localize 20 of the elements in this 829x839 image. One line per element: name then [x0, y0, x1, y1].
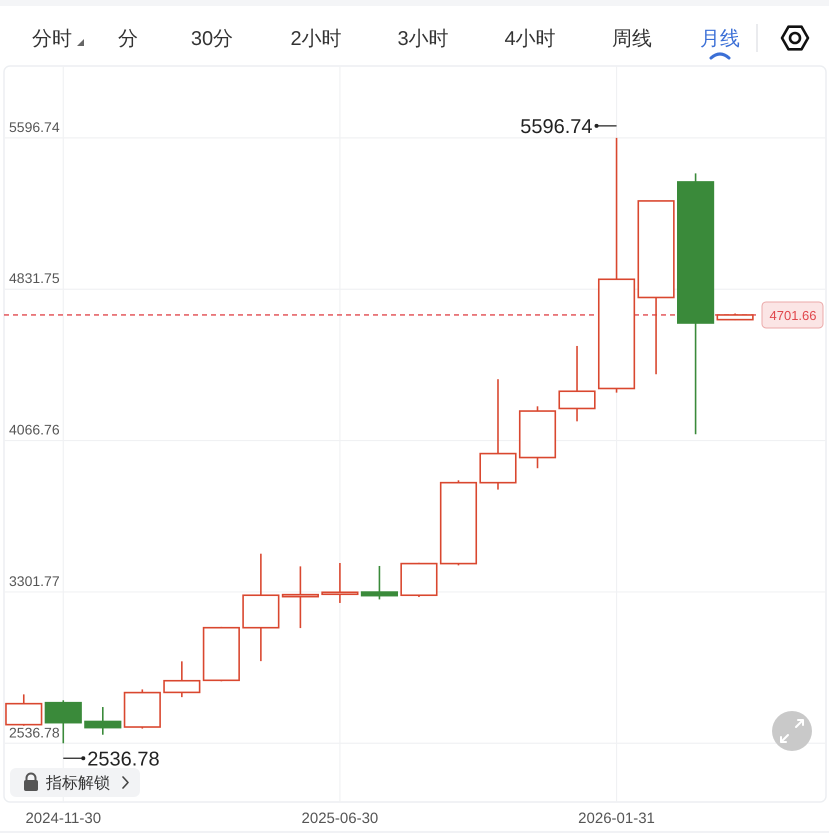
x-tick-label: 2026-01-31 [578, 810, 655, 827]
button-label: 指标解锁 [46, 775, 110, 792]
tab-label: 周线 [612, 28, 652, 50]
tab-label: 30分 [190, 28, 234, 50]
ref-line-label: 4701.66 [770, 308, 816, 323]
tab-label: 月线 [700, 28, 740, 50]
tab-label: 分 [118, 28, 138, 50]
y-tick-label: 5596.74 [9, 118, 60, 135]
tab-label: 3小时 [397, 28, 449, 50]
y-tick-label: 2536.78 [9, 724, 60, 740]
x-tick-label: 2024-11-30 [25, 810, 102, 827]
x-tick-label: 2025-06-30 [302, 810, 378, 827]
tab-label: 4小时 [504, 28, 556, 50]
y-tick-label: 4831.75 [9, 270, 60, 286]
annotation: 5596.74 [520, 116, 593, 138]
y-tick-label: 4066.76 [9, 422, 60, 438]
y-tick-label: 3301.77 [9, 572, 60, 589]
tab-label: 2小时 [290, 28, 342, 50]
annotation: 2536.78 [87, 748, 160, 770]
tab-label: 分时 [32, 28, 72, 50]
